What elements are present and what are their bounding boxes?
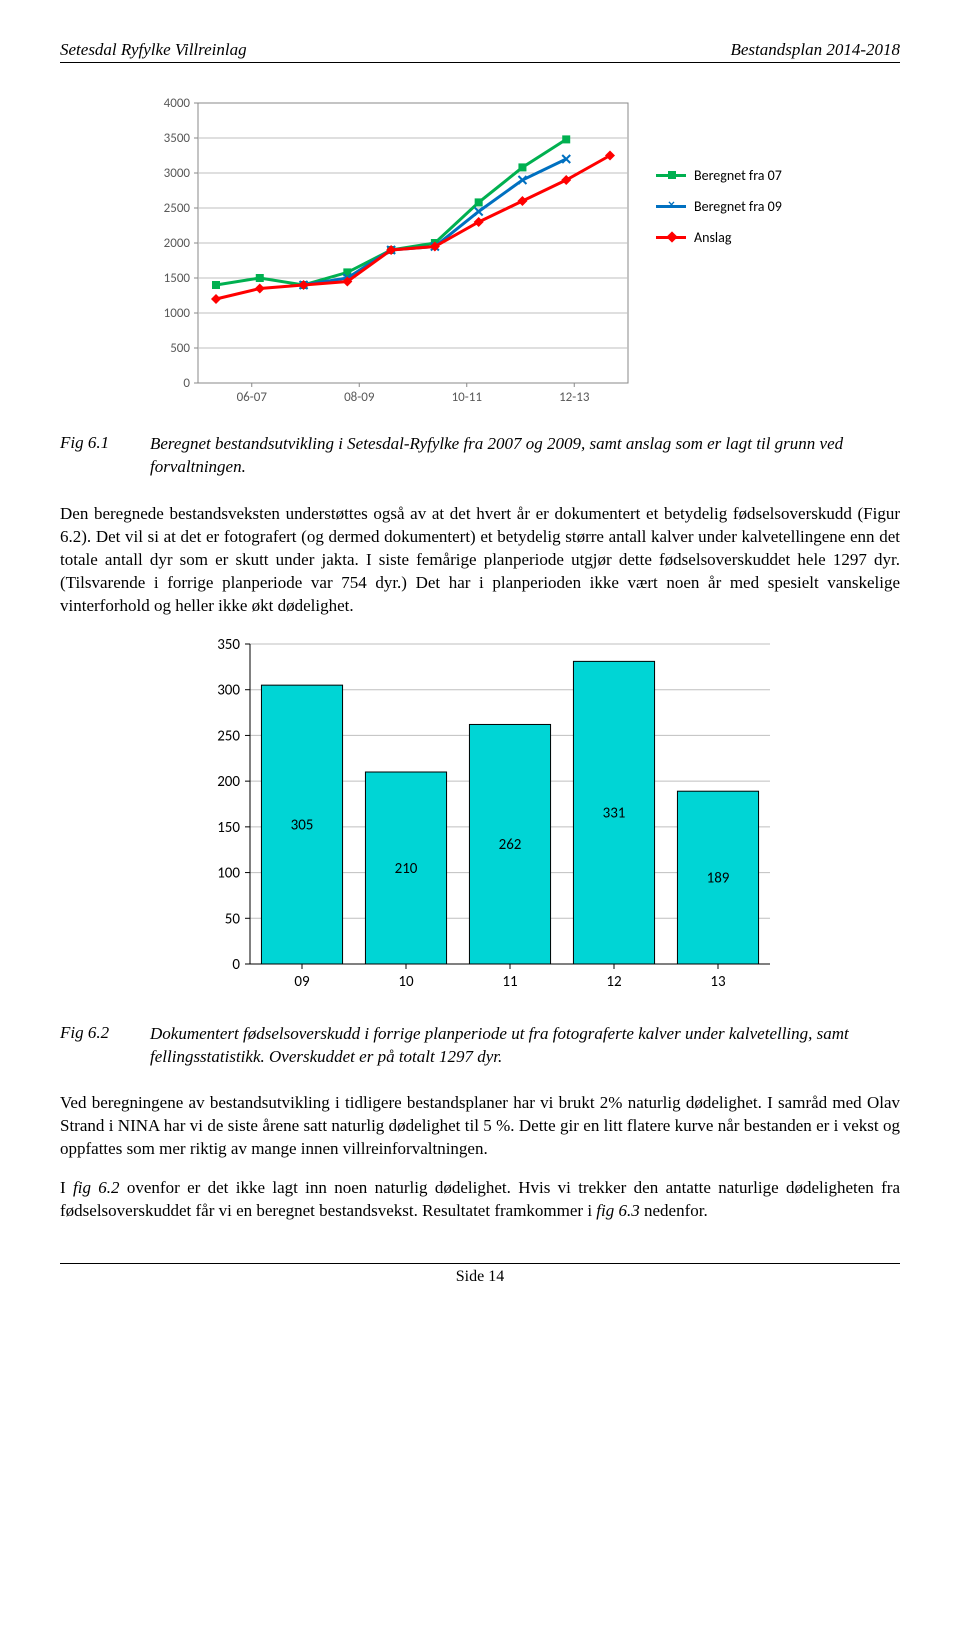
- svg-text:262: 262: [499, 836, 522, 854]
- svg-text:11: 11: [502, 973, 517, 991]
- svg-text:12-13: 12-13: [559, 390, 590, 405]
- svg-text:300: 300: [217, 681, 240, 699]
- svg-text:08-09: 08-09: [344, 390, 375, 405]
- legend-item: Anslag: [656, 229, 782, 246]
- svg-text:0: 0: [183, 376, 190, 391]
- para3-mid: ovenfor er det ikke lagt inn noen naturl…: [60, 1178, 900, 1220]
- legend-item: ×Beregnet fra 09: [656, 198, 782, 215]
- svg-text:3000: 3000: [164, 166, 191, 181]
- svg-text:0: 0: [232, 956, 240, 974]
- legend-item: Beregnet fra 07: [656, 167, 782, 184]
- svg-text:1000: 1000: [164, 306, 191, 321]
- bar-chart: 0 50 100 150 200 250 300 350 305 09 210 10 262 11 331 1…: [200, 634, 780, 998]
- para3-prefix: I: [60, 1178, 73, 1197]
- legend-label: Beregnet fra 07: [694, 167, 782, 184]
- caption-text: Beregnet bestandsutvikling i Setesdal-Ry…: [150, 433, 900, 479]
- svg-text:305: 305: [291, 816, 314, 834]
- figure-caption-6-1: Fig 6.1 Beregnet bestandsutvikling i Set…: [60, 433, 900, 479]
- svg-text:150: 150: [217, 818, 240, 836]
- page-header: Setesdal Ryfylke Villreinlag Bestandspla…: [60, 40, 900, 63]
- svg-text:2500: 2500: [164, 201, 191, 216]
- line-chart-container: 0 500 1000 1500 2000 2500 3000 3500 4000 06-07 08-…: [150, 93, 810, 413]
- svg-text:12: 12: [606, 973, 621, 991]
- page-footer: Side 14: [60, 1263, 900, 1286]
- svg-text:350: 350: [217, 636, 240, 654]
- figure-caption-6-2: Fig 6.2 Dokumentert fødselsoverskudd i f…: [60, 1023, 900, 1069]
- svg-text:200: 200: [217, 773, 240, 791]
- svg-text:189: 189: [707, 869, 730, 887]
- svg-text:4000: 4000: [164, 96, 191, 111]
- header-left: Setesdal Ryfylke Villreinlag: [60, 40, 247, 60]
- body-paragraph-1: Den beregnede bestandsveksten understøtt…: [60, 503, 900, 618]
- svg-text:10-11: 10-11: [452, 390, 482, 405]
- svg-text:100: 100: [217, 864, 240, 882]
- caption-tag: Fig 6.1: [60, 433, 150, 453]
- caption-tag: Fig 6.2: [60, 1023, 150, 1043]
- svg-text:331: 331: [603, 804, 626, 822]
- line-chart-legend: Beregnet fra 07 ×Beregnet fra 09 Anslag: [656, 153, 782, 260]
- svg-text:06-07: 06-07: [237, 390, 268, 405]
- legend-label: Anslag: [694, 229, 731, 246]
- bar-chart-container: 0 50 100 150 200 250 300 350 305 09 210 10 262 11 331 1…: [200, 634, 760, 1003]
- svg-text:250: 250: [217, 727, 240, 745]
- header-right: Bestandsplan 2014-2018: [730, 40, 900, 60]
- svg-text:13: 13: [710, 973, 726, 991]
- svg-text:09: 09: [294, 973, 310, 991]
- svg-text:50: 50: [225, 910, 241, 928]
- svg-text:10: 10: [398, 973, 414, 991]
- line-chart: 0 500 1000 1500 2000 2500 3000 3500 4000 06-07 08-…: [150, 93, 636, 413]
- para3-figref-2: fig 6.3: [596, 1201, 639, 1220]
- svg-text:1500: 1500: [164, 271, 191, 286]
- svg-text:3500: 3500: [164, 131, 191, 146]
- para3-end: nedenfor.: [640, 1201, 708, 1220]
- svg-text:500: 500: [170, 341, 190, 356]
- body-paragraph-3: I fig 6.2 ovenfor er det ikke lagt inn n…: [60, 1177, 900, 1223]
- svg-text:210: 210: [395, 860, 418, 878]
- page-number: Side 14: [456, 1268, 504, 1285]
- svg-text:2000: 2000: [164, 236, 191, 251]
- legend-label: Beregnet fra 09: [694, 198, 782, 215]
- caption-text: Dokumentert fødselsoverskudd i forrige p…: [150, 1023, 900, 1069]
- para3-figref-1: fig 6.2: [73, 1178, 120, 1197]
- body-paragraph-2: Ved beregningene av bestandsutvikling i …: [60, 1092, 900, 1161]
